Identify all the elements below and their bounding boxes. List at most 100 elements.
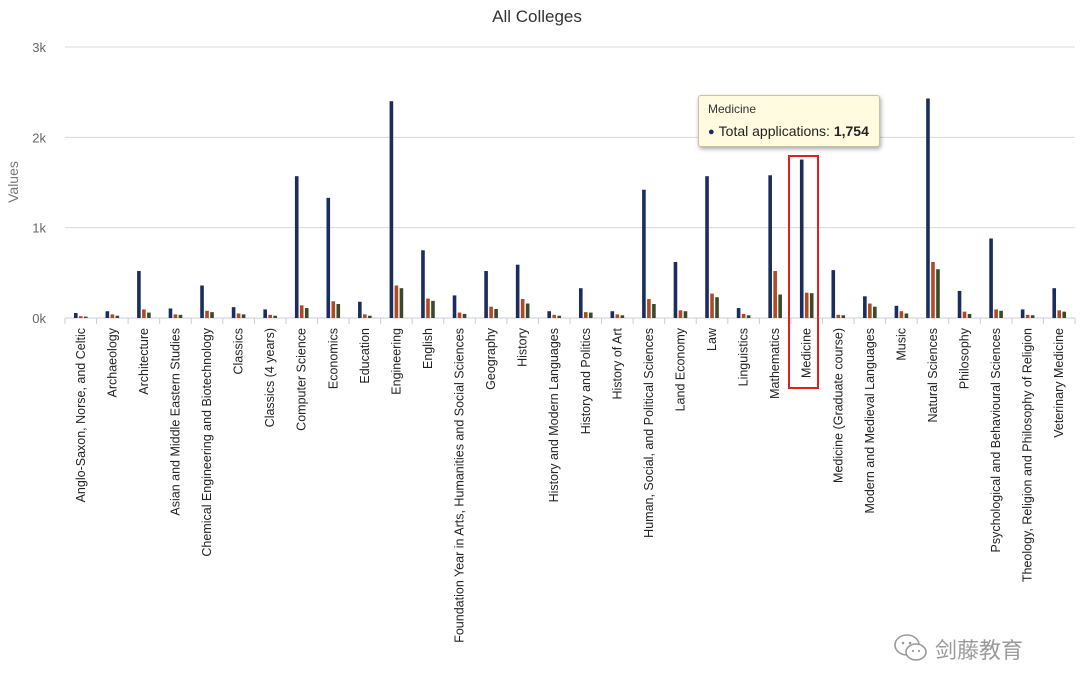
bar[interactable]	[1062, 311, 1067, 318]
bar[interactable]	[710, 293, 714, 318]
bar[interactable]	[583, 312, 588, 318]
bar[interactable]	[331, 301, 336, 318]
bar[interactable]	[552, 314, 557, 318]
bar[interactable]	[236, 313, 241, 318]
bar[interactable]	[547, 311, 552, 318]
bar[interactable]	[263, 309, 267, 318]
bar[interactable]	[457, 312, 462, 318]
bar[interactable]	[741, 313, 746, 318]
bar[interactable]	[110, 314, 115, 318]
bar[interactable]	[231, 307, 236, 318]
bar[interactable]	[647, 299, 651, 318]
bar[interactable]	[525, 303, 530, 318]
x-tick-label: Natural Sciences	[926, 328, 940, 423]
bar[interactable]	[168, 308, 173, 318]
bar[interactable]	[931, 261, 935, 318]
bar[interactable]	[368, 315, 372, 318]
bar[interactable]	[799, 159, 804, 318]
bar[interactable]	[520, 299, 525, 318]
bar[interactable]	[588, 312, 593, 318]
tooltip-series-dot: ●	[708, 126, 715, 138]
bar[interactable]	[431, 300, 435, 318]
bar[interactable]	[678, 310, 683, 318]
bar[interactable]	[894, 305, 899, 318]
bar[interactable]	[147, 312, 151, 318]
bar[interactable]	[421, 250, 425, 318]
bar[interactable]	[1057, 310, 1062, 318]
bar[interactable]	[746, 315, 751, 318]
bar[interactable]	[831, 270, 836, 318]
bar[interactable]	[178, 314, 183, 318]
bar[interactable]	[83, 316, 88, 318]
bar[interactable]	[989, 238, 993, 318]
bar[interactable]	[778, 294, 782, 318]
bar[interactable]	[363, 314, 367, 318]
bar[interactable]	[205, 310, 209, 318]
bar[interactable]	[642, 189, 646, 318]
bar[interactable]	[904, 313, 909, 318]
bar[interactable]	[804, 292, 809, 318]
bar[interactable]	[836, 314, 841, 318]
bar[interactable]	[326, 197, 331, 318]
bar[interactable]	[389, 101, 394, 318]
bar[interactable]	[557, 315, 562, 318]
bar[interactable]	[809, 293, 814, 318]
bar[interactable]	[736, 308, 741, 318]
bar[interactable]	[1020, 309, 1025, 318]
bar[interactable]	[1030, 315, 1035, 318]
bar[interactable]	[768, 175, 772, 318]
bar[interactable]	[863, 296, 867, 318]
bar[interactable]	[336, 303, 341, 318]
bar[interactable]	[652, 303, 656, 318]
bar[interactable]	[173, 314, 178, 318]
bar[interactable]	[936, 269, 940, 318]
bar[interactable]	[957, 290, 962, 318]
bar[interactable]	[999, 310, 1003, 318]
watermark-text: 剑藤教育	[935, 639, 1024, 664]
bar[interactable]	[715, 297, 719, 318]
bar[interactable]	[399, 288, 404, 318]
bar[interactable]	[578, 288, 583, 318]
bar[interactable]	[268, 314, 272, 318]
bar[interactable]	[673, 261, 678, 318]
bar[interactable]	[615, 314, 620, 318]
bar[interactable]	[358, 301, 362, 318]
bar[interactable]	[967, 313, 972, 318]
bar[interactable]	[452, 295, 457, 318]
bar[interactable]	[426, 298, 430, 318]
bar[interactable]	[294, 176, 299, 318]
bar[interactable]	[683, 311, 688, 318]
bar[interactable]	[1025, 314, 1030, 318]
bar[interactable]	[620, 315, 625, 318]
bar[interactable]	[841, 315, 846, 318]
bar[interactable]	[105, 311, 110, 318]
bar[interactable]	[200, 285, 204, 318]
bar[interactable]	[304, 308, 309, 318]
bar[interactable]	[462, 313, 467, 318]
bar[interactable]	[484, 271, 488, 318]
bar[interactable]	[705, 176, 709, 318]
bar[interactable]	[962, 311, 967, 318]
bar[interactable]	[273, 315, 277, 318]
bar[interactable]	[394, 285, 399, 318]
bar[interactable]	[494, 308, 498, 318]
bar[interactable]	[142, 309, 146, 318]
bar[interactable]	[241, 314, 246, 318]
bar[interactable]	[899, 311, 904, 318]
bar[interactable]	[489, 306, 493, 318]
bar[interactable]	[926, 98, 930, 319]
bar[interactable]	[299, 305, 304, 318]
bar[interactable]	[73, 313, 78, 318]
bar[interactable]	[515, 264, 520, 318]
bar[interactable]	[1052, 288, 1057, 318]
bar[interactable]	[137, 271, 141, 318]
bar[interactable]	[994, 309, 998, 318]
bar[interactable]	[210, 312, 214, 318]
bar[interactable]	[78, 316, 83, 318]
tooltip-series-label: Total applications:	[718, 123, 830, 139]
bar[interactable]	[610, 311, 615, 318]
bar[interactable]	[873, 306, 877, 318]
bar[interactable]	[773, 271, 777, 318]
bar[interactable]	[115, 315, 120, 318]
bar[interactable]	[868, 303, 872, 318]
